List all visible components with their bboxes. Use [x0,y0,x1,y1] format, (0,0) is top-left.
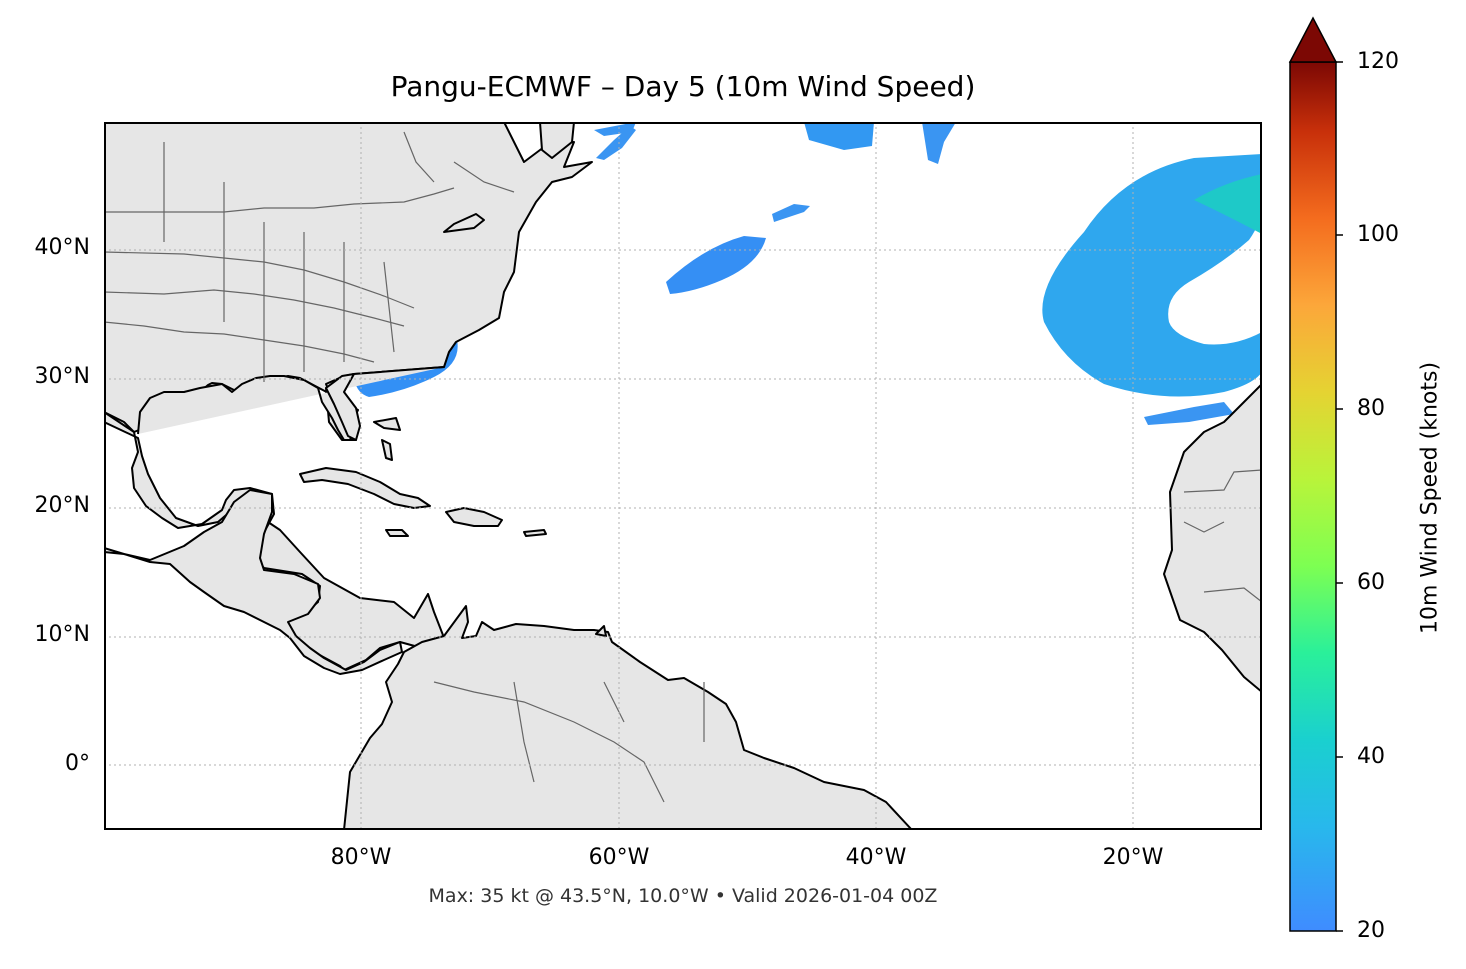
lon-tick-label-80w: 80°W [330,845,392,870]
central-america [104,489,403,675]
colorbar-ticks [1336,61,1343,932]
colorbar-gradient [1289,61,1337,932]
puerto-rico [523,529,547,537]
wind-area-north-edge-2 [922,122,956,164]
colorbar-tick-120: 120 [1357,49,1399,74]
colorbar-tick-100: 100 [1357,222,1399,247]
wind-area-northeast-atlantic-core [1194,174,1262,234]
lon-tick-label-20w: 20°W [1102,845,1164,870]
lat-tick-label-30: 30°N [34,364,90,389]
cuba [299,467,431,509]
colorbar-svg [1288,16,1343,932]
lat-tick-label-40: 40°N [34,235,90,260]
map-svg [104,122,1262,830]
map-footnote: Max: 35 kt @ 43.5°N, 10.0°W • Valid 2026… [428,885,938,907]
colorbar-tick-80: 80 [1357,396,1385,421]
gridlines [104,122,1262,830]
south-america [343,605,913,830]
lon-tick-label-40w: 40°W [845,845,907,870]
colorbar-extend-arrow [1288,16,1338,63]
bahamas-2 [381,439,393,461]
colorbar-tick-20: 20 [1357,918,1385,943]
map-panel[interactable] [104,122,1262,830]
political-borders [104,131,1262,803]
bahamas-1 [373,417,401,431]
colorbar [1285,15,1345,935]
wind-area-north-edge-1 [804,122,874,150]
colorbar-tick-40: 40 [1357,744,1385,769]
jamaica [385,529,409,537]
colorbar-label: 10m Wind Speed (knots) [1417,361,1443,635]
lat-tick-label-0: 0° [65,751,90,776]
gulf-coast-and-mexico [104,411,449,671]
lesser-antilles [595,625,607,637]
nova-scotia [443,213,485,233]
wind-area-central-north-atlantic-small [772,204,810,222]
wind-area-north-edge-4 [596,126,636,160]
colorbar-tick-60: 60 [1357,570,1385,595]
map-title: Pangu-ECMWF – Day 5 (10m Wind Speed) [390,70,976,103]
lat-tick-label-10: 10°N [34,622,90,647]
map-frame [104,122,1262,830]
lat-tick-label-20: 20°N [34,493,90,518]
lon-tick-label-60w: 60°W [588,845,650,870]
hispaniola [445,507,503,527]
africa [1163,383,1262,693]
land [104,122,1262,830]
florida-peninsula [325,373,361,441]
wind-area-northeast-atlantic-tail [1144,402,1234,425]
wind-area-central-north-atlantic [666,236,766,294]
wind-area-northeast-atlantic-low [1042,154,1262,397]
newfoundland [539,122,575,159]
